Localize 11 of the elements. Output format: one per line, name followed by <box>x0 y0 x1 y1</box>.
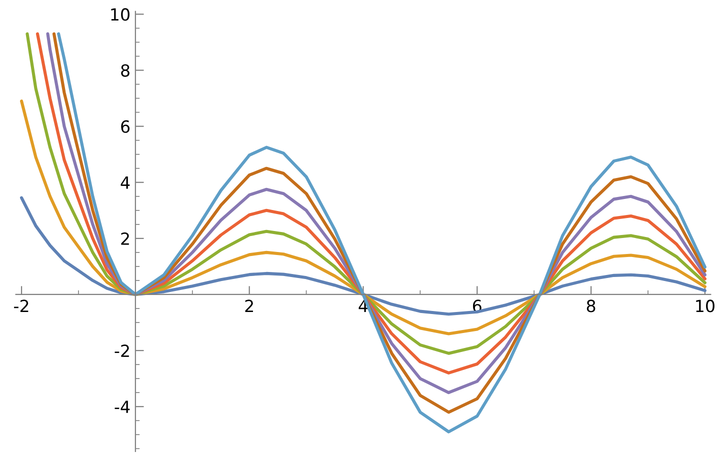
y-tick-label: 10 <box>111 8 130 21</box>
x-tick-label: 10 <box>696 300 714 312</box>
y-tick-label: 8 <box>121 64 130 77</box>
y-tick-label: 2 <box>121 232 129 245</box>
x-tick-label: -2 <box>14 300 28 312</box>
x-tick-label: 8 <box>586 300 596 312</box>
x-tick-label: 2 <box>245 300 253 312</box>
y-tick-label: 4 <box>120 176 130 189</box>
y-tick-label: 6 <box>121 120 130 133</box>
y-tick-label: -2 <box>114 344 129 357</box>
y-tick-label: -4 <box>114 400 130 413</box>
